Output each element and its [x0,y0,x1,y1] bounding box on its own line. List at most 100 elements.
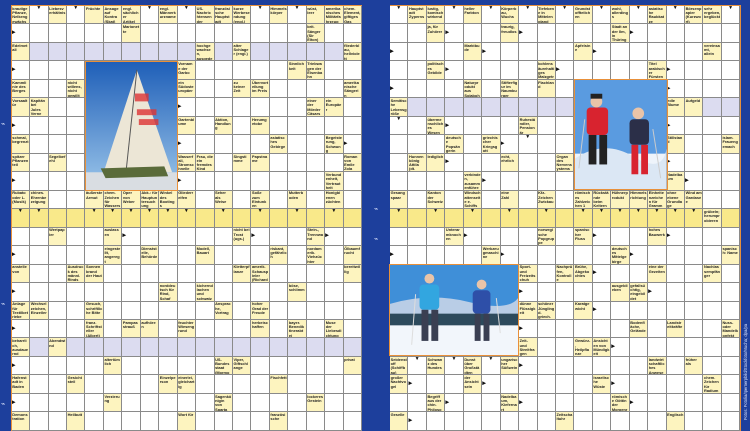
answer-cell[interactable] [343,209,362,228]
answer-cell[interactable] [500,375,520,394]
answer-cell[interactable]: ▶ [629,393,649,413]
answer-cell[interactable]: ▼ [648,209,667,228]
answer-cell[interactable] [85,356,104,376]
answer-cell[interactable]: ▶ [592,264,612,284]
answer-cell[interactable] [251,283,270,302]
answer-cell[interactable] [196,98,215,117]
answer-cell[interactable]: ▶ [445,393,464,413]
answer-cell[interactable] [611,61,630,80]
answer-cell[interactable] [445,209,464,228]
answer-cell[interactable] [500,116,520,136]
answer-cell[interactable] [685,375,704,394]
answer-cell[interactable] [325,61,344,80]
answer-cell[interactable]: ▼ [592,6,612,25]
answer-cell[interactable] [48,24,67,43]
answer-cell[interactable] [269,338,289,357]
answer-cell[interactable] [232,283,252,302]
answer-cell[interactable]: ▼ [463,209,483,228]
answer-cell[interactable] [343,393,362,413]
answer-cell[interactable] [306,153,326,173]
answer-cell[interactable] [269,42,289,62]
answer-cell[interactable] [48,301,67,320]
answer-cell[interactable] [537,246,556,265]
answer-cell[interactable] [555,172,575,191]
answer-cell[interactable] [685,412,704,431]
answer-cell[interactable] [214,79,233,99]
answer-cell[interactable]: ▶ [611,338,630,357]
answer-cell[interactable] [482,24,501,43]
answer-cell[interactable] [463,412,483,431]
answer-cell[interactable] [426,135,446,154]
answer-cell[interactable]: ▶ [500,135,520,154]
answer-cell[interactable] [426,412,446,431]
answer-cell[interactable] [214,283,233,302]
answer-cell[interactable] [325,356,344,376]
answer-cell[interactable] [519,61,538,80]
answer-cell[interactable] [269,172,289,191]
answer-cell[interactable] [140,412,160,431]
answer-cell[interactable] [519,412,538,431]
answer-cell[interactable] [122,301,141,320]
answer-cell[interactable] [666,393,685,413]
answer-cell[interactable] [592,61,612,80]
answer-cell[interactable] [611,301,630,320]
answer-cell[interactable] [408,24,427,43]
answer-cell[interactable] [251,393,270,413]
answer-cell[interactable] [343,116,362,136]
answer-cell[interactable] [214,338,233,357]
answer-cell[interactable] [445,412,464,431]
answer-cell[interactable] [306,116,326,136]
answer-cell[interactable]: ▶ [519,319,538,339]
answer-cell[interactable]: ▶ [629,24,649,43]
answer-cell[interactable] [325,116,344,136]
answer-cell[interactable] [703,135,722,154]
answer-cell[interactable]: ▶ [11,116,31,136]
answer-cell[interactable]: ▼ [251,6,270,25]
answer-cell[interactable] [48,135,67,154]
answer-cell[interactable]: ▶ [177,172,197,191]
answer-cell[interactable] [555,209,575,228]
answer-cell[interactable] [325,79,344,99]
answer-cell[interactable] [555,301,575,320]
answer-cell[interactable] [196,264,215,284]
answer-cell[interactable] [426,172,446,191]
answer-cell[interactable]: ▶ [666,116,685,136]
answer-cell[interactable] [703,153,722,173]
answer-cell[interactable] [159,24,178,43]
answer-cell[interactable]: ▶ [629,246,649,265]
answer-cell[interactable]: ▶ [11,319,31,339]
answer-cell[interactable]: ▶ [390,42,409,62]
answer-cell[interactable] [721,98,741,117]
answer-cell[interactable] [67,42,86,62]
answer-cell[interactable] [177,42,197,62]
answer-cell[interactable] [500,172,520,191]
answer-cell[interactable] [177,301,197,320]
answer-cell[interactable] [574,319,593,339]
answer-cell[interactable] [685,116,704,136]
answer-cell[interactable] [519,209,538,228]
answer-cell[interactable]: ▶ [648,283,667,302]
answer-cell[interactable]: ▼ [11,209,31,228]
answer-cell[interactable] [177,227,197,247]
answer-cell[interactable] [519,153,538,173]
answer-cell[interactable] [30,116,49,136]
answer-cell[interactable] [629,301,649,320]
answer-cell[interactable] [48,42,67,62]
answer-cell[interactable] [648,301,667,320]
answer-cell[interactable]: ▼ [666,6,685,25]
answer-cell[interactable] [325,393,344,413]
answer-cell[interactable] [500,98,520,117]
answer-cell[interactable] [574,356,593,376]
answer-cell[interactable] [519,190,538,210]
answer-cell[interactable] [140,338,160,357]
answer-cell[interactable]: ▶ [482,42,501,62]
answer-cell[interactable] [408,116,427,136]
answer-cell[interactable] [445,375,464,394]
answer-cell[interactable] [343,172,362,191]
answer-cell[interactable] [611,227,630,247]
answer-cell[interactable] [196,61,215,80]
answer-cell[interactable] [325,153,344,173]
answer-cell[interactable] [666,338,685,357]
answer-cell[interactable]: ▶ [519,283,538,302]
answer-cell[interactable] [703,172,722,191]
